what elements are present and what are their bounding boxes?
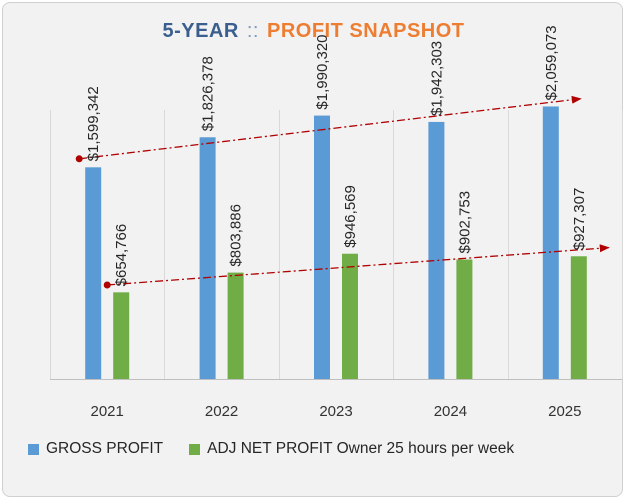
trendline-gross — [79, 95, 582, 160]
legend-swatch-gross — [28, 443, 39, 455]
data-label-gross: $2,059,073 — [543, 25, 560, 100]
bar-net — [113, 292, 130, 379]
x-tick-label: 2025 — [548, 403, 581, 420]
x-axis-ticks: 2021 2022 2023 2024 2025 — [91, 403, 582, 420]
grid-lines — [50, 110, 623, 380]
bar-net — [570, 256, 587, 379]
x-tick-label: 2022 — [205, 403, 238, 420]
bar-gross — [428, 121, 445, 380]
trendline-start-dot — [75, 155, 83, 163]
x-tick-label: 2023 — [319, 403, 352, 420]
data-label-gross: $1,826,378 — [200, 56, 217, 131]
data-label-gross: $1,942,303 — [428, 41, 445, 116]
data-label-gross: $1,599,342 — [85, 86, 102, 161]
title-separator: :: — [246, 20, 259, 42]
trendline-start-dot — [103, 281, 111, 289]
x-tick-label: 2021 — [91, 403, 124, 420]
legend-label-gross: GROSS PROFIT — [46, 440, 164, 457]
bar-gross — [314, 115, 330, 380]
legend-item-gross: GROSS PROFIT — [28, 440, 163, 458]
title-part-1: 5-YEAR — [162, 20, 239, 42]
data-labels: $1,599,342 $654,766 $1,826,378 $803,886 $1,9… — [85, 25, 588, 286]
bar-net — [456, 259, 473, 379]
bars — [85, 106, 587, 380]
bar-net — [342, 253, 358, 379]
bar-net — [227, 272, 244, 379]
bar-gross — [199, 137, 216, 379]
x-tick-label: 2024 — [434, 403, 467, 420]
data-label-gross: $1,990,320 — [314, 34, 331, 109]
data-label-net: $927,307 — [571, 188, 588, 251]
bar-gross — [85, 167, 102, 379]
chart-frame — [2, 2, 623, 497]
legend-item-net: ADJ NET PROFIT Owner 25 hours per week — [189, 440, 514, 458]
data-label-net: $902,753 — [456, 191, 473, 254]
legend-swatch-net — [189, 443, 201, 455]
trendline-net — [107, 244, 610, 286]
bar-gross — [542, 106, 559, 379]
legend: GROSS PROFIT ADJ NET PROFIT Owner 25 hou… — [28, 439, 540, 459]
data-label-net: $654,766 — [113, 224, 130, 287]
chart-title: 5-YEAR:: PROFIT SNAPSHOT — [0, 20, 627, 43]
title-part-2: PROFIT SNAPSHOT — [266, 20, 465, 42]
trendlines — [75, 95, 610, 289]
data-label-net: $803,886 — [228, 204, 245, 267]
data-label-net: $946,569 — [342, 185, 359, 248]
legend-label-net: ADJ NET PROFIT Owner 25 hours per week — [207, 440, 515, 457]
